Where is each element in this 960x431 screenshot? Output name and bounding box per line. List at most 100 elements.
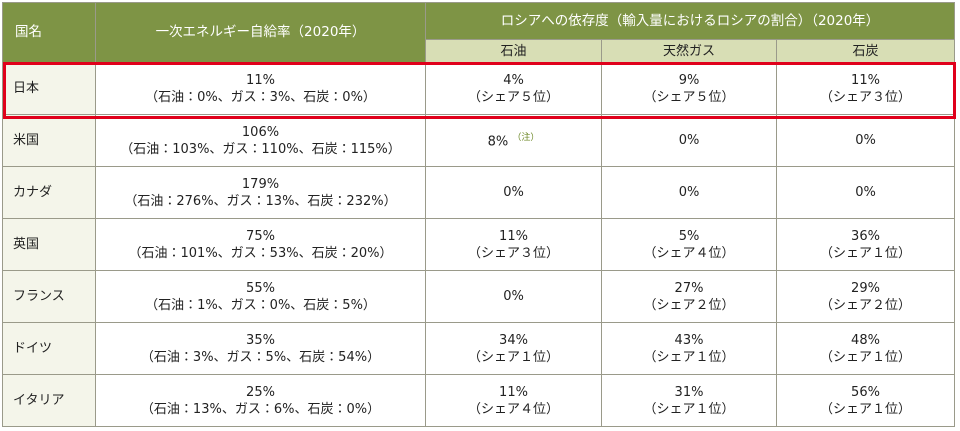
cell-line: 75% <box>246 228 275 244</box>
country-cell: 米国 <box>2 114 96 167</box>
self-cell: 179% （石油：276%、ガス：13%、石炭：232%） <box>95 166 426 219</box>
cell-line: （石油：13%、ガス：6%、石炭：0%） <box>140 401 381 417</box>
table-row: イタリア 25% （石油：13%、ガス：6%、石炭：0%） 11% （シェア４位） 31%… <box>2 374 956 427</box>
cell-line: （シェア２位） <box>820 297 912 313</box>
cell-line: 36% <box>851 228 880 244</box>
table-row: 英国 75% （石油：101%、ガス：53%、石炭：20%） 11% （シェア３位） 5%… <box>2 218 956 271</box>
country-cell: ドイツ <box>2 322 96 375</box>
cell-line: （石油：103%、ガス：110%、石炭：115%） <box>120 141 401 157</box>
coal-cell: 48% （シェア１位） <box>775 322 956 375</box>
table-row: カナダ 179% （石油：276%、ガス：13%、石炭：232%） 0% 0% 0% <box>2 166 956 219</box>
cell-line: （シェア１位） <box>467 349 559 365</box>
cell-line: 55% <box>246 280 275 296</box>
cell-line: 9% <box>678 72 700 88</box>
self-cell: 25% （石油：13%、ガス：6%、石炭：0%） <box>95 374 426 427</box>
gas-cell: 31% （シェア１位） <box>601 374 777 427</box>
cell-line: 0% <box>678 133 700 148</box>
self-cell: 11% （石油：0%、ガス：3%、石炭：0%） <box>95 62 426 115</box>
country-cell: 日本 <box>2 62 96 115</box>
coal-cell: 0% <box>775 114 956 167</box>
cell-line: 43% <box>674 332 704 348</box>
oil-cell: 8% （注） <box>425 114 602 167</box>
cell-line: （石油：276%、ガス：13%、石炭：232%） <box>124 193 397 209</box>
cell-line: 56% <box>851 384 880 400</box>
header-cell: 石炭 <box>775 39 956 63</box>
cell-line: 25% <box>246 384 275 400</box>
coal-cell: 11% （シェア３位） <box>775 62 956 115</box>
cell-line: （シェア１位） <box>820 245 912 261</box>
coal-cell: 0% <box>775 166 956 219</box>
coal-cell: 29% （シェア２位） <box>775 270 956 323</box>
cell-line: 5% <box>678 228 700 244</box>
oil-cell: 4% （シェア５位） <box>425 62 602 115</box>
gas-cell: 0% <box>601 114 777 167</box>
oil-cell: 0% <box>425 270 602 323</box>
cell-line: 34% <box>499 332 528 348</box>
cell-line: （シェア１位） <box>643 401 735 417</box>
header-cell: 石油 <box>425 39 602 63</box>
table-row: 日本 11% （石油：0%、ガス：3%、石炭：0%） 4% （シェア５位） 9% （シェア５… <box>2 62 956 115</box>
cell-line: （石油：101%、ガス：53%、石炭：20%） <box>128 245 393 261</box>
gas-cell: 9% （シェア５位） <box>601 62 777 115</box>
cell-line: 11% <box>499 228 528 244</box>
cell-line: 35% <box>246 332 275 348</box>
cell-line: （シェア５位） <box>467 89 559 105</box>
oil-cell: 34% （シェア１位） <box>425 322 602 375</box>
cell-line: 0% <box>503 289 524 304</box>
cell-line: （シェア４位） <box>467 401 559 417</box>
cell-line: 0% <box>503 185 524 200</box>
cell-line: （シェア５位） <box>643 89 735 105</box>
cell-line: 11% <box>851 72 880 88</box>
oil-cell: 11% （シェア３位） <box>425 218 602 271</box>
country-cell: イタリア <box>2 374 96 427</box>
cell-line: 48% <box>851 332 880 348</box>
cell-line: （シェア１位） <box>820 401 912 417</box>
self-cell: 55% （石油：1%、ガス：0%、石炭：5%） <box>95 270 426 323</box>
cell-line: （シェア１位） <box>643 349 735 365</box>
header-cell: 天然ガス <box>601 39 777 63</box>
header-cell: 国名 <box>2 2 96 63</box>
gas-cell: 43% （シェア１位） <box>601 322 777 375</box>
cell-line: （石油：1%、ガス：0%、石炭：5%） <box>145 297 376 313</box>
cell-line: 31% <box>674 384 704 400</box>
note: （注） <box>512 133 540 144</box>
cell-line: 179% <box>241 176 280 192</box>
table-row: 米国 106% （石油：103%、ガス：110%、石炭：115%） 8% （注） 0% 0… <box>2 114 956 167</box>
country-cell: カナダ <box>2 166 96 219</box>
cell-line: 0% <box>855 185 876 200</box>
cell-line: 11% <box>246 72 275 88</box>
cell-line: （シェア３位） <box>820 89 912 105</box>
country-cell: 英国 <box>2 218 96 271</box>
oil-cell: 11% （シェア４位） <box>425 374 602 427</box>
cell-line: （石油：3%、ガス：5%、石炭：54%） <box>140 349 381 365</box>
cell-line: （石油：0%、ガス：3%、石炭：0%） <box>145 89 376 105</box>
country-cell: フランス <box>2 270 96 323</box>
cell-line: （シェア４位） <box>643 245 735 261</box>
gas-cell: 0% <box>601 166 777 219</box>
cell-line: （シェア２位） <box>643 297 735 313</box>
self-cell: 106% （石油：103%、ガス：110%、石炭：115%） <box>95 114 426 167</box>
cell-line: 0% <box>678 185 700 200</box>
gas-cell: 27% （シェア２位） <box>601 270 777 323</box>
cell-line: 29% <box>851 280 880 296</box>
cell-line: （シェア３位） <box>467 245 559 261</box>
header-cell: 一次エネルギー自給率（2020年） <box>95 2 426 63</box>
table-row: ドイツ 35% （石油：3%、ガス：5%、石炭：54%） 34% （シェア１位） 43% （… <box>2 322 956 375</box>
coal-cell: 36% （シェア１位） <box>775 218 956 271</box>
dependence-table: 国名 一次エネルギー自給率（2020年） ロシアへの依存度（輸入量におけるロシア… <box>2 2 956 427</box>
cell-line: 0% <box>855 133 876 148</box>
self-cell: 75% （石油：101%、ガス：53%、石炭：20%） <box>95 218 426 271</box>
self-cell: 35% （石油：3%、ガス：5%、石炭：54%） <box>95 322 426 375</box>
cell-line: 4% <box>503 72 524 88</box>
cell-line: 27% <box>674 280 704 296</box>
cell-line: 11% <box>499 384 528 400</box>
header-cell: ロシアへの依存度（輸入量におけるロシアの割合）（2020年） <box>424 2 956 40</box>
oil-cell: 0% <box>425 166 602 219</box>
gas-cell: 5% （シェア４位） <box>601 218 777 271</box>
cell-line: 8% （注） <box>487 133 540 150</box>
table-row: フランス 55% （石油：1%、ガス：0%、石炭：5%） 0% 27% （シェア２位） 29… <box>2 270 956 323</box>
table-body: 日本 11% （石油：0%、ガス：3%、石炭：0%） 4% （シェア５位） 9% （シェア５… <box>2 62 956 427</box>
cell-line: 106% <box>241 124 280 140</box>
coal-cell: 56% （シェア１位） <box>775 374 956 427</box>
